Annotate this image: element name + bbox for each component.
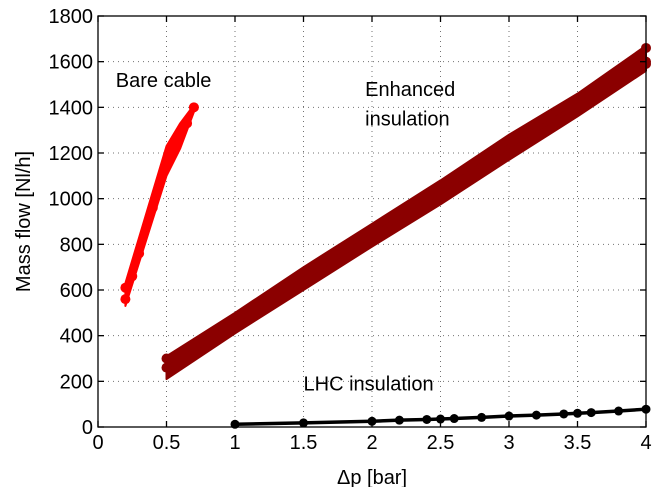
- y-tick-label: 400: [60, 326, 93, 348]
- data-point: [134, 248, 145, 259]
- y-tick-label: 600: [60, 280, 93, 302]
- x-axis-label: Δp [bar]: [337, 467, 407, 487]
- data-point: [161, 353, 172, 364]
- x-tick-label: 1.5: [290, 432, 318, 454]
- series-line: [123, 106, 196, 300]
- annotation-label: insulation: [365, 109, 450, 131]
- annotations: Bare cable Enhanced insulation LHC insulati…: [116, 70, 455, 396]
- data-point: [175, 129, 186, 140]
- y-tick-label: 1200: [49, 143, 94, 165]
- annotation-label: LHC insulation: [304, 373, 434, 395]
- data-point: [147, 202, 158, 213]
- x-tick-label: 3: [503, 432, 514, 454]
- data-point: [394, 415, 404, 425]
- y-tick-label: 1800: [49, 6, 94, 28]
- y-tick-label: 0: [82, 417, 93, 439]
- data-point: [161, 362, 172, 373]
- data-point: [182, 118, 193, 129]
- data-point: [586, 408, 596, 418]
- data-point: [477, 412, 487, 422]
- series-lhc-insulation: [230, 404, 651, 429]
- data-point: [120, 282, 131, 293]
- data-point: [161, 159, 172, 170]
- annotation-label: Bare cable: [116, 70, 212, 92]
- x-tick-label: 0: [92, 432, 103, 454]
- x-tick-label: 4: [640, 432, 651, 454]
- y-tick-label: 800: [60, 234, 93, 256]
- series-line: [165, 59, 648, 371]
- series-bare-cable: [120, 102, 199, 307]
- data-point: [531, 410, 541, 420]
- data-point: [188, 102, 199, 113]
- x-tick-label: 3.5: [564, 432, 592, 454]
- y-tick-label: 1000: [49, 189, 94, 211]
- axis-ticks: 0 0.5 1 1.5 2 2.5 3 3.5 4 0 200 400 600 800 1000 1200 14…: [49, 6, 652, 454]
- data-point: [449, 414, 459, 424]
- data-point: [614, 406, 624, 416]
- data-point: [127, 271, 138, 282]
- data-point: [559, 409, 569, 419]
- y-axis-label: Mass flow [Nl/h]: [13, 151, 35, 292]
- x-tick-label: 1: [229, 432, 240, 454]
- x-tick-label: 2: [366, 432, 377, 454]
- x-tick-label: 2.5: [427, 432, 455, 454]
- data-point: [573, 408, 582, 418]
- x-tick-label: 0.5: [153, 432, 181, 454]
- data-point: [504, 411, 514, 421]
- annotation-label: Enhanced: [365, 79, 455, 101]
- data-point: [436, 414, 445, 424]
- data-point: [168, 143, 179, 154]
- y-tick-label: 1600: [49, 52, 94, 74]
- grid: [98, 16, 646, 427]
- y-tick-label: 200: [60, 371, 93, 393]
- data-point: [422, 414, 432, 424]
- y-tick-label: 1400: [49, 97, 94, 119]
- data-point: [120, 294, 131, 305]
